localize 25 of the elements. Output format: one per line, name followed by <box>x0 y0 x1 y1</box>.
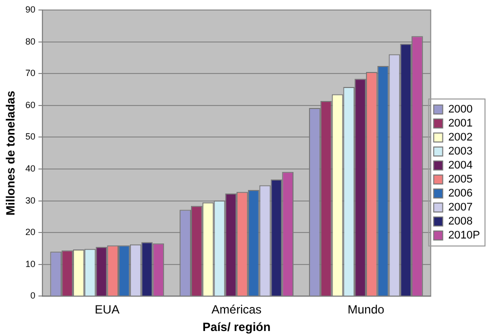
y-tick-label: 20 <box>25 227 36 238</box>
y-tick-label: 60 <box>25 100 36 110</box>
legend-label: 2010P <box>448 230 480 242</box>
legend-label: 2007 <box>448 202 473 214</box>
legend-label: 2002 <box>448 132 473 144</box>
y-tick-label: 30 <box>25 195 36 206</box>
y-tick-label: 50 <box>25 132 36 142</box>
x-tick-label: Américas <box>212 302 262 317</box>
legend-label: 2008 <box>448 216 473 228</box>
y-tick-label: 0 <box>30 290 36 301</box>
y-tick-label: 10 <box>25 258 36 269</box>
legend-label: 2001 <box>448 118 473 130</box>
legend-label: 2004 <box>448 160 473 172</box>
y-axis-title: Millones de toneladas <box>4 90 18 216</box>
x-axis-title: País/ región <box>202 320 271 334</box>
y-tick-label: 70 <box>25 68 36 78</box>
y-tick-label: 80 <box>25 36 36 46</box>
legend-label: 2006 <box>448 188 473 200</box>
legend-label: 2000 <box>448 104 473 116</box>
x-tick-label: EUA <box>94 302 120 317</box>
legend-label: 2003 <box>448 146 473 158</box>
y-tick-label: 90 <box>25 4 36 14</box>
y-tick-label: 40 <box>25 163 36 174</box>
x-tick-label: Mundo <box>348 302 385 317</box>
legend-label: 2005 <box>448 174 473 186</box>
